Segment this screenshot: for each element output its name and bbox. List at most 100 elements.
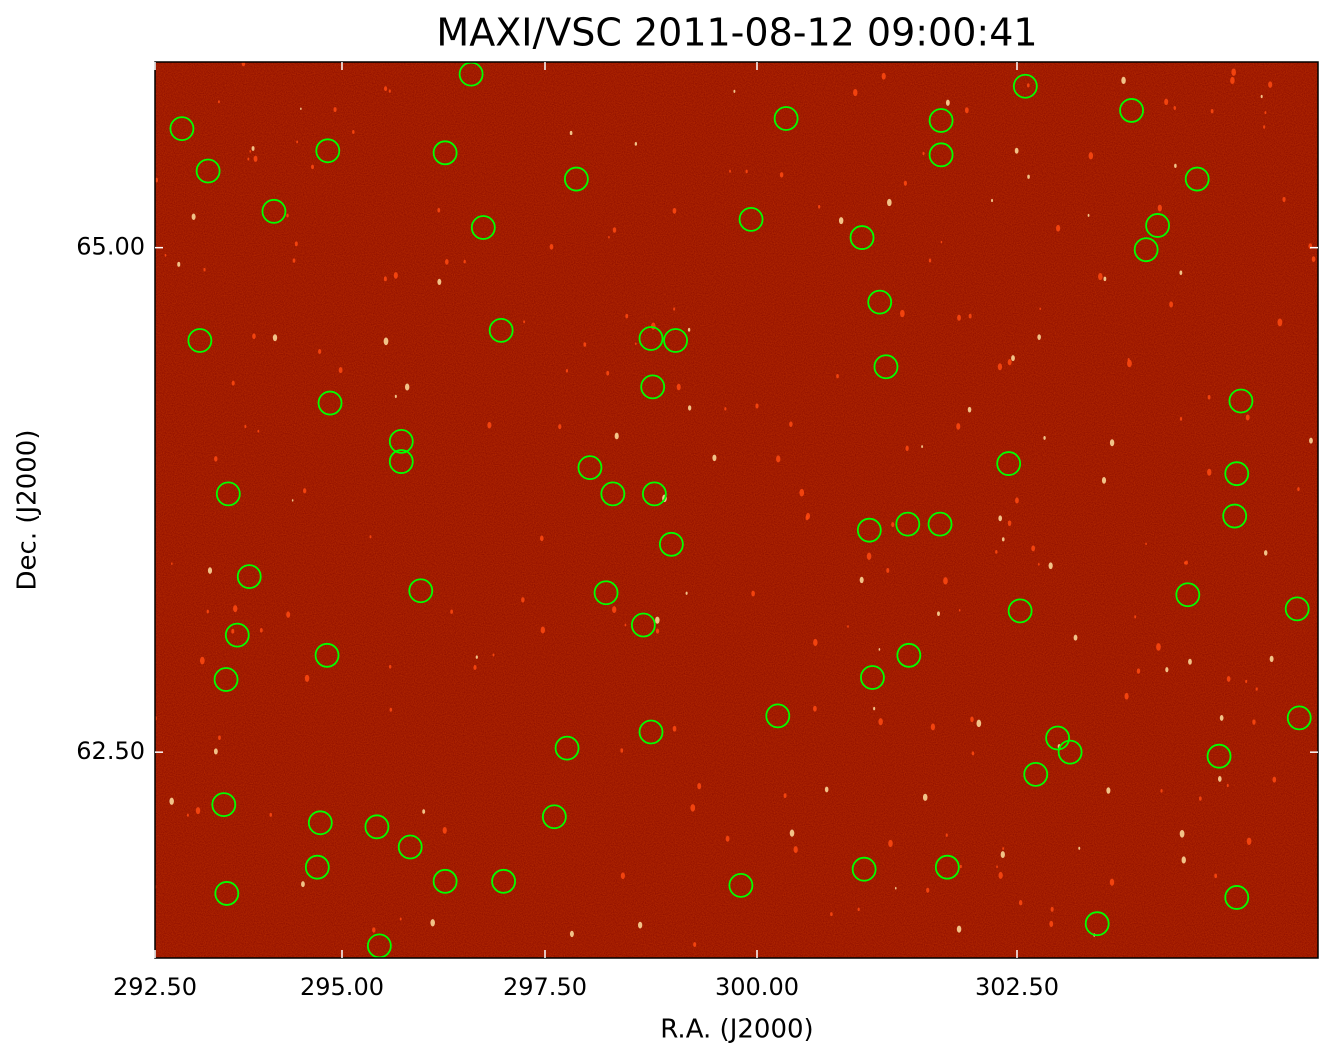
chart-title: MAXI/VSC 2011-08-12 09:00:41 — [436, 11, 1037, 55]
speck — [539, 535, 544, 542]
speck — [304, 674, 310, 682]
speck — [1207, 395, 1211, 400]
source-marker — [640, 374, 666, 400]
speck — [964, 107, 969, 114]
speck — [940, 240, 943, 244]
source-marker — [738, 207, 764, 232]
speck — [957, 314, 961, 321]
source-marker — [214, 881, 240, 906]
speck — [1109, 878, 1115, 886]
speck — [213, 748, 218, 755]
source-marker — [1007, 598, 1033, 624]
speck — [214, 456, 218, 462]
source-marker — [1084, 911, 1110, 937]
source-marker — [1286, 705, 1312, 731]
speck — [1007, 520, 1012, 527]
source-marker — [261, 198, 287, 224]
source-marker — [187, 328, 213, 353]
speck — [1199, 796, 1202, 801]
speck — [614, 432, 619, 440]
speck — [685, 591, 688, 595]
speck — [1037, 334, 1041, 340]
y-axis-label: Dec. (J2000) — [13, 430, 43, 591]
source-marker — [849, 225, 875, 250]
speck — [1260, 94, 1263, 99]
speck — [1245, 414, 1250, 421]
speck — [442, 827, 447, 834]
source-marker — [388, 428, 414, 454]
speck — [634, 342, 637, 346]
speck — [712, 454, 717, 462]
speck — [967, 406, 972, 413]
speck — [672, 725, 677, 732]
source-marker — [1119, 98, 1144, 123]
speck — [612, 227, 617, 233]
speck — [1311, 256, 1316, 263]
speck — [1226, 675, 1231, 682]
speck — [824, 786, 829, 793]
source-marker — [641, 481, 667, 507]
speck — [1230, 76, 1235, 85]
source-marker — [1145, 213, 1171, 238]
speck — [878, 647, 881, 651]
speck — [1297, 487, 1300, 492]
x-tick-label: 300.00 — [715, 973, 799, 1001]
speck — [1124, 692, 1129, 700]
speck — [257, 429, 260, 433]
speck — [1309, 437, 1313, 444]
speck — [352, 129, 355, 134]
speck — [724, 407, 727, 411]
speck — [318, 348, 322, 355]
speck — [422, 809, 426, 814]
speck — [690, 804, 696, 812]
speck — [300, 107, 302, 111]
source-marker — [1012, 73, 1038, 99]
source-marker — [397, 834, 423, 860]
speck — [958, 608, 961, 612]
speck — [291, 499, 294, 502]
speck — [1272, 776, 1277, 783]
speck — [1217, 776, 1222, 782]
speck — [1173, 106, 1176, 110]
speck — [1269, 655, 1274, 663]
speck — [1179, 416, 1183, 421]
speck — [745, 169, 748, 174]
source-marker — [577, 455, 603, 481]
speck — [625, 313, 629, 319]
speck — [776, 455, 781, 463]
speck — [1027, 174, 1030, 179]
speck — [333, 107, 337, 113]
speck — [857, 907, 860, 912]
speck — [1073, 634, 1078, 641]
source-marker — [224, 622, 250, 648]
speck — [231, 628, 235, 634]
speck — [1181, 856, 1186, 864]
speck — [218, 735, 221, 740]
speck — [813, 638, 818, 647]
speck — [887, 198, 892, 207]
source-marker — [928, 108, 954, 133]
speck — [286, 213, 289, 218]
source-marker — [873, 354, 899, 380]
speck — [253, 155, 258, 162]
speck — [155, 177, 158, 183]
speck — [1007, 359, 1012, 366]
speck — [638, 921, 643, 929]
speck — [487, 421, 492, 429]
speck — [830, 912, 833, 917]
speck — [1048, 562, 1053, 570]
speck — [251, 146, 255, 151]
speck — [450, 609, 453, 614]
speck — [1207, 468, 1212, 476]
speck — [394, 394, 397, 399]
source-marker — [364, 814, 390, 840]
source-marker — [765, 703, 791, 729]
speck — [463, 259, 466, 264]
speck — [847, 625, 849, 628]
speck — [922, 151, 925, 156]
speck — [540, 626, 546, 634]
source-marker — [236, 564, 262, 589]
speck — [1165, 667, 1169, 673]
source-marker — [432, 140, 458, 166]
speck — [725, 835, 730, 842]
